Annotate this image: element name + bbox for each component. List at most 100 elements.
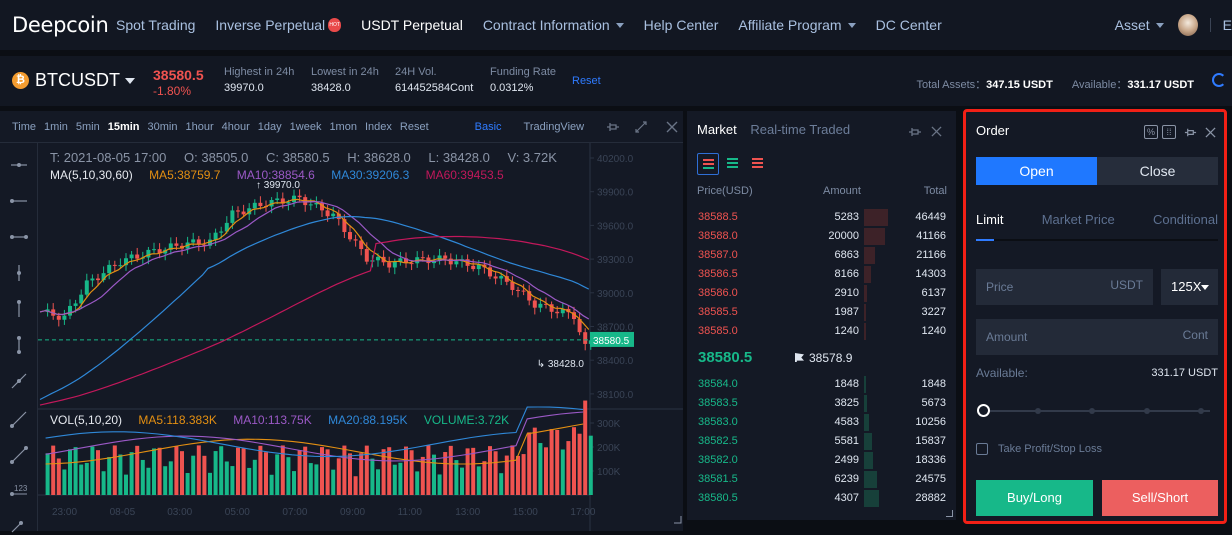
row-amount: 5283 — [834, 211, 859, 223]
symbol-selector[interactable]: BTCUSDT — [35, 70, 120, 90]
nav-dc-center[interactable]: DC Center — [876, 17, 942, 33]
vertical-line-icon[interactable] — [9, 299, 29, 319]
nav-help-center[interactable]: Help Center — [644, 17, 719, 33]
tp-sl-option[interactable]: Take Profit/Stop Loss — [976, 443, 1102, 455]
nav-spot-trading[interactable]: Spot Trading — [116, 17, 195, 33]
tab-conditional[interactable]: Conditional — [1152, 212, 1218, 227]
nav-usdt-perpetual[interactable]: USDT Perpetual — [361, 17, 463, 33]
tf-1day[interactable]: 1day — [257, 120, 282, 133]
total-assets-label: Total Assets： — [916, 79, 987, 91]
tab-market-price[interactable]: Market Price — [1041, 212, 1115, 227]
amount-input[interactable]: Amount Cont — [976, 319, 1218, 355]
row-total: 28882 — [915, 492, 946, 504]
tp-sl-checkbox[interactable] — [976, 443, 988, 455]
nav-inverse-perpetual[interactable]: Inverse Perpetual HOT — [215, 17, 342, 33]
pin-icon[interactable] — [908, 125, 922, 139]
sell-short-button[interactable]: Sell/Short — [1102, 480, 1218, 516]
ask-row[interactable]: 38586.0 2910 6137 — [687, 284, 956, 303]
expand-icon[interactable] — [634, 120, 648, 134]
row-price: 38585.5 — [698, 306, 738, 318]
close-tab[interactable]: Close — [1097, 157, 1218, 185]
tf-4hour[interactable]: 4hour — [221, 120, 250, 133]
tf-index[interactable]: Index — [364, 120, 392, 133]
vertical-segment-icon[interactable] — [9, 335, 29, 355]
tf-1mon[interactable]: 1mon — [329, 120, 357, 133]
slider-handle[interactable] — [977, 404, 990, 417]
tf-1hour[interactable]: 1hour — [185, 120, 214, 133]
open-tab[interactable]: Open — [976, 157, 1097, 185]
row-total: 3227 — [921, 306, 946, 318]
both-sides-view-icon[interactable] — [697, 153, 719, 175]
close-icon[interactable] — [666, 121, 678, 133]
avatar[interactable] — [1177, 14, 1198, 36]
tf-1min[interactable]: 1min — [44, 120, 68, 133]
bid-row[interactable]: 38582.0 2499 18336 — [687, 451, 956, 470]
bid-row[interactable]: 38580.5 4307 28882 — [687, 489, 956, 508]
ray-icon[interactable] — [9, 371, 29, 391]
view-tradingview[interactable]: TradingView — [523, 120, 585, 133]
ask-row[interactable]: 38587.0 6863 21166 — [687, 246, 956, 265]
bid-row[interactable]: 38582.5 5581 15837 — [687, 432, 956, 451]
row-price: 38588.5 — [698, 211, 738, 223]
reset-link[interactable]: Reset — [572, 75, 601, 87]
horizontal-ray-icon[interactable] — [9, 155, 29, 175]
tab-real-time-traded[interactable]: Real-time Traded — [750, 122, 851, 137]
tf-1week[interactable]: 1week — [289, 120, 322, 133]
transfer-icon[interactable] — [1212, 73, 1226, 87]
chevron-down-icon[interactable] — [125, 78, 135, 84]
slider-step-25[interactable] — [1035, 408, 1041, 414]
horizontal-line-icon[interactable] — [9, 191, 29, 211]
pin-icon[interactable] — [1184, 126, 1197, 139]
ask-row[interactable]: 38586.5 8166 14303 — [687, 265, 956, 284]
view-basic[interactable]: Basic — [474, 120, 502, 133]
bid-row[interactable]: 38581.5 6239 24575 — [687, 470, 956, 489]
calculator-icon[interactable]: ⁞⁞ — [1162, 125, 1176, 139]
ask-row[interactable]: 38588.0 20000 41166 — [687, 227, 956, 246]
tab-limit[interactable]: Limit — [976, 212, 1004, 227]
resize-handle-icon[interactable] — [946, 510, 953, 517]
price-label-icon[interactable]: 123 — [9, 481, 29, 501]
bid-row[interactable]: 38583.5 3825 5673 — [687, 394, 956, 413]
close-icon[interactable] — [931, 126, 942, 137]
asset-menu[interactable]: Asset — [1115, 17, 1164, 33]
pin-icon[interactable] — [606, 120, 620, 134]
asks-only-view-icon[interactable] — [747, 153, 769, 175]
amount-slider[interactable] — [977, 404, 1210, 417]
stat-value: 39970.0 — [224, 82, 264, 94]
segment-icon[interactable] — [9, 445, 29, 465]
bids-only-view-icon[interactable] — [722, 153, 744, 175]
trend-line-icon[interactable] — [9, 409, 29, 429]
tf-reset[interactable]: Reset — [399, 120, 429, 133]
svg-text:39000.0: 39000.0 — [597, 289, 634, 300]
row-total: 6137 — [921, 287, 946, 299]
ask-row[interactable]: 38588.5 5283 46449 — [687, 208, 956, 227]
tf-time[interactable]: Time — [12, 120, 37, 133]
horizontal-segment-icon[interactable] — [9, 227, 29, 247]
vertical-ray-icon[interactable] — [9, 263, 29, 283]
slider-step-100[interactable] — [1198, 408, 1204, 414]
nav-contract-information[interactable]: Contract Information — [483, 17, 624, 33]
buy-long-button[interactable]: Buy/Long — [976, 480, 1093, 516]
row-amount: 4583 — [834, 416, 859, 428]
price-input[interactable]: Price USDT — [976, 269, 1153, 305]
slider-step-50[interactable] — [1089, 408, 1095, 414]
nav-overflow-item[interactable]: E — [1223, 17, 1232, 33]
svg-text:38100.0: 38100.0 — [597, 390, 634, 401]
percent-icon[interactable]: % — [1144, 125, 1158, 139]
tf-5min[interactable]: 5min — [75, 120, 100, 133]
ask-row[interactable]: 38585.5 1987 3227 — [687, 303, 956, 322]
tab-market[interactable]: Market — [697, 122, 737, 137]
bid-row[interactable]: 38583.0 4583 10256 — [687, 413, 956, 432]
nav-label: Contract Information — [482, 17, 610, 33]
bid-row[interactable]: 38584.0 1848 1848 — [687, 375, 956, 394]
nav-affiliate-program[interactable]: Affiliate Program — [738, 17, 856, 33]
parallel-line-icon[interactable] — [9, 515, 29, 535]
slider-step-75[interactable] — [1144, 408, 1150, 414]
tf-15min[interactable]: 15min — [107, 120, 140, 133]
candlestick-chart[interactable]: 40200.0 39900.0 39600.0 39300.0 39000.0 38700… — [38, 143, 683, 531]
ask-row[interactable]: 38585.0 1240 1240 — [687, 322, 956, 341]
close-icon[interactable] — [1205, 126, 1216, 138]
leverage-select[interactable]: 125X — [1161, 269, 1218, 305]
tf-30min[interactable]: 30min — [147, 120, 178, 133]
logo[interactable]: Deepcoin — [12, 13, 109, 37]
